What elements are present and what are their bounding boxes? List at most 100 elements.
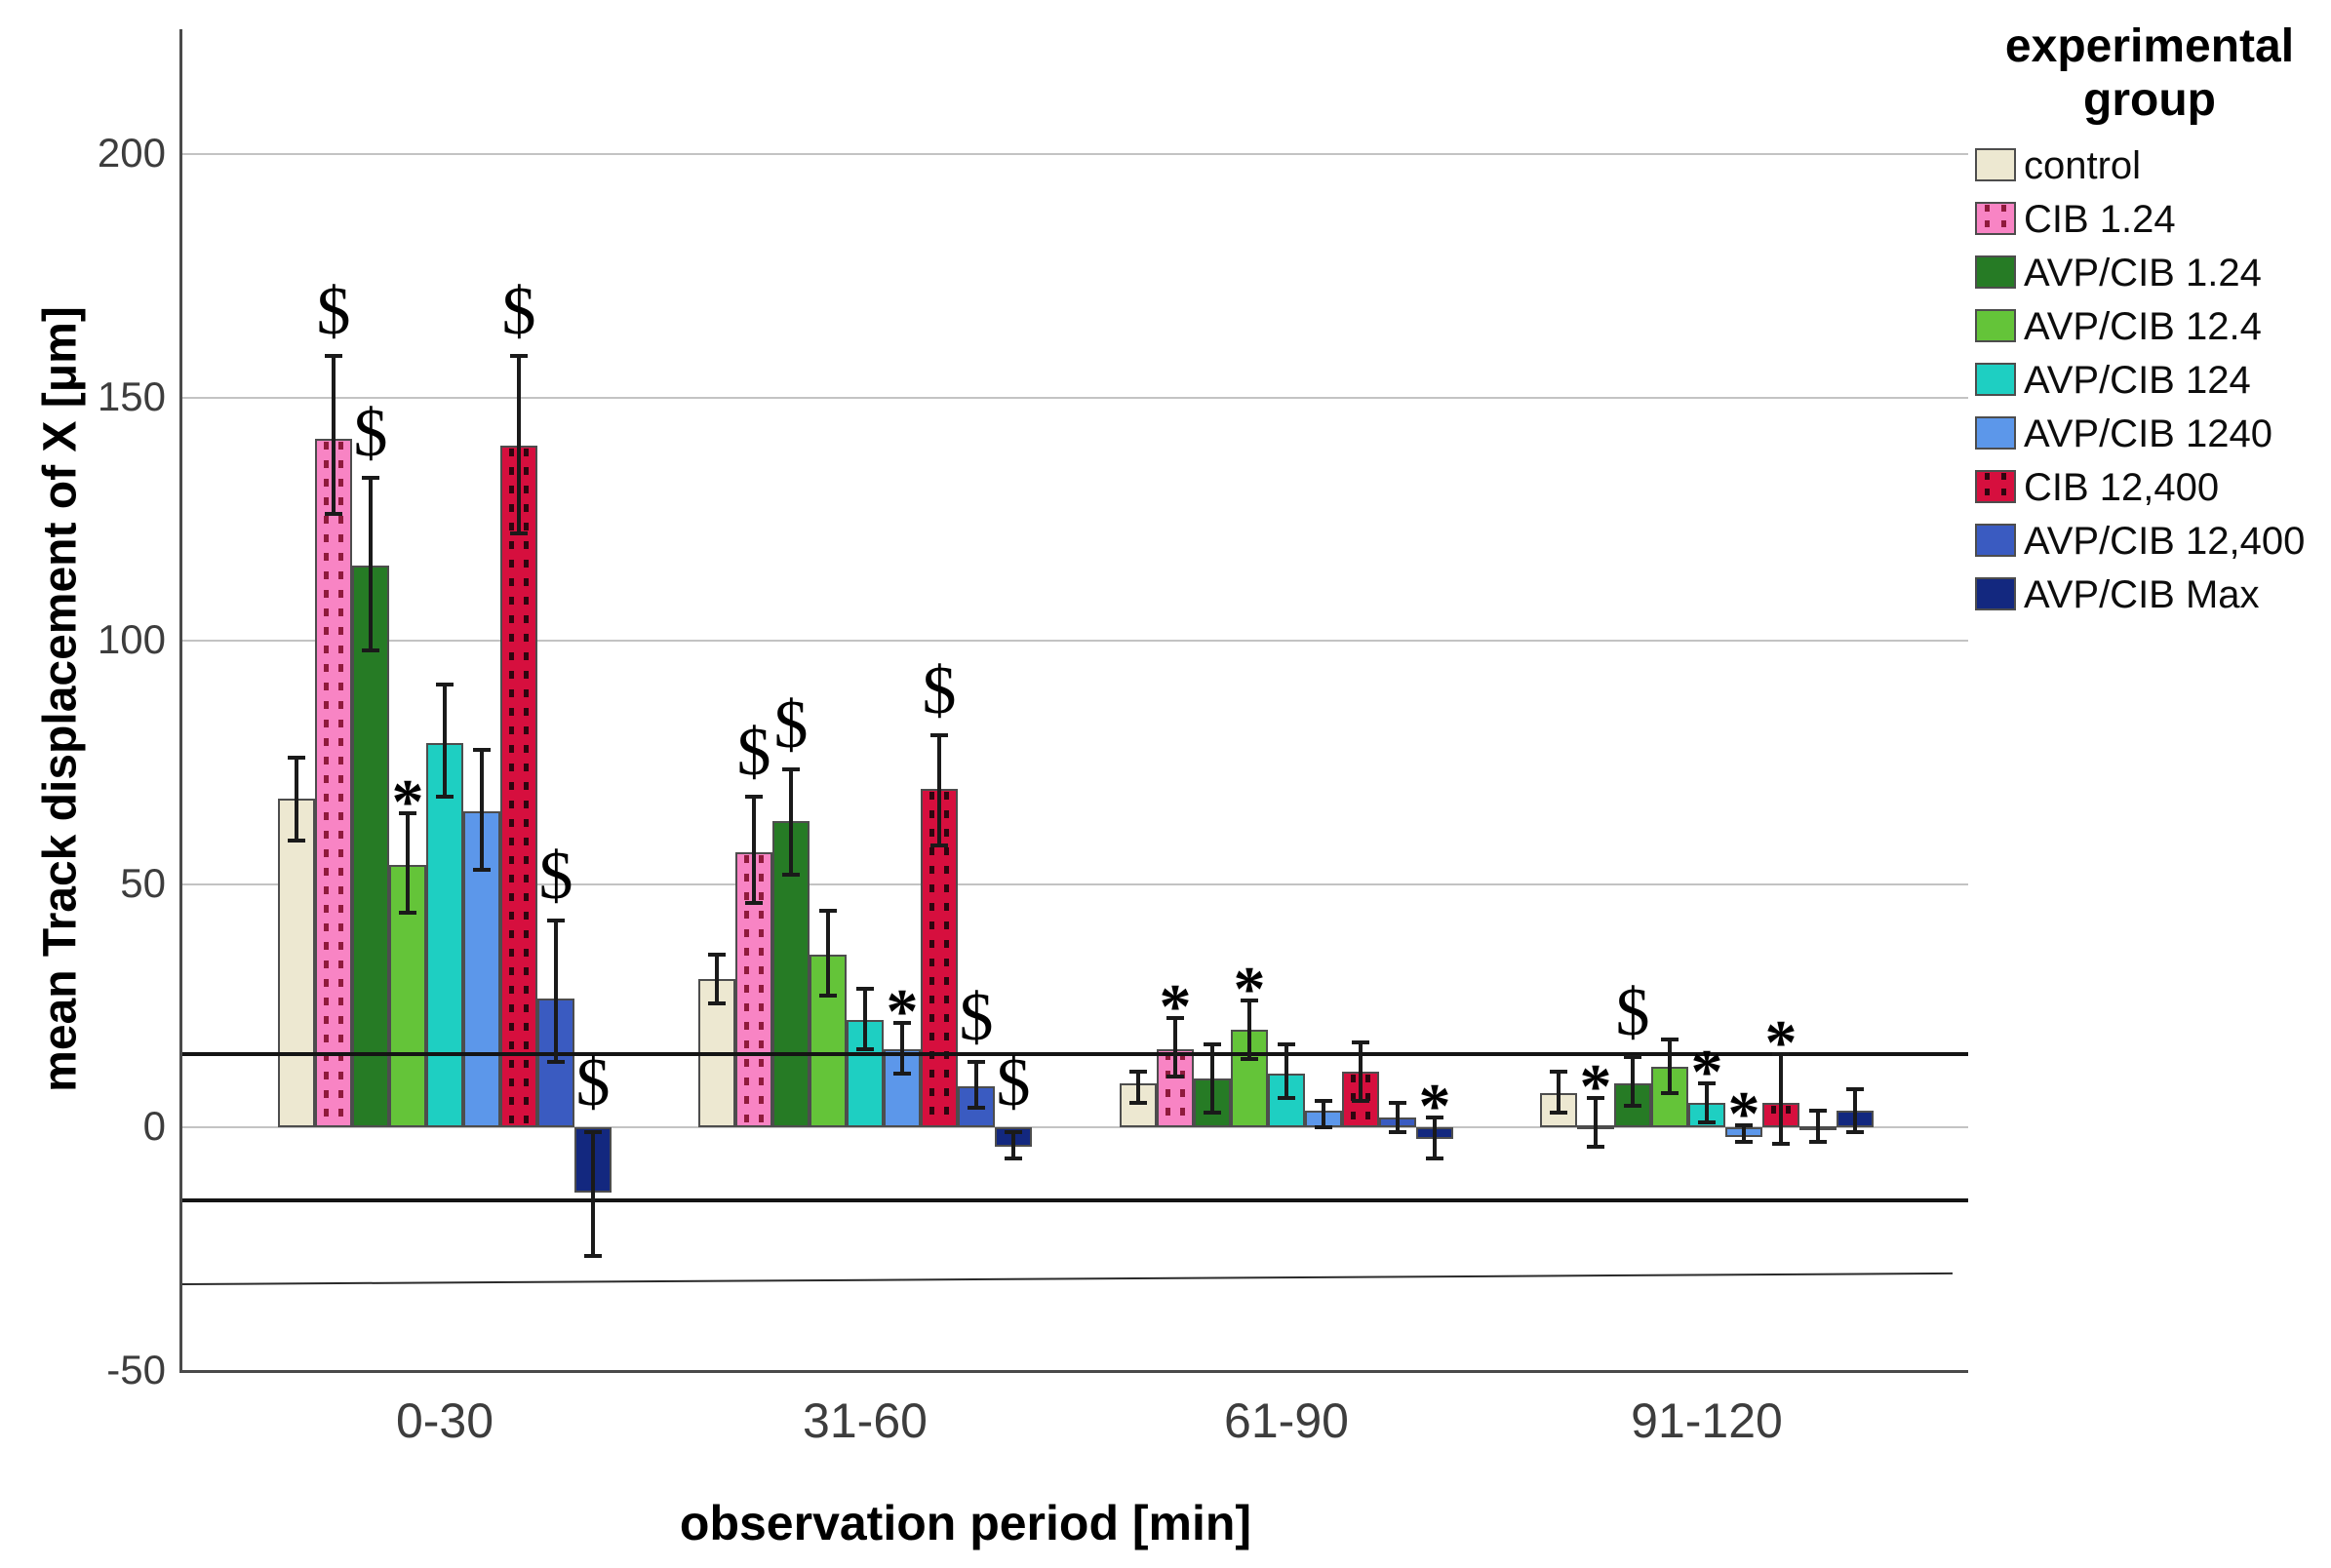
error-bar-cap-bottom — [1809, 1139, 1827, 1144]
legend-item-label: AVP/CIB 12,400 — [2024, 520, 2306, 564]
error-bar-cap-bottom — [819, 994, 837, 999]
significance-dollar: $ — [316, 274, 351, 350]
x-tick-label: 61-90 — [1224, 1393, 1349, 1448]
error-bar-cap-top — [968, 1059, 985, 1064]
error-bar — [1210, 1044, 1214, 1114]
error-bar-cap-top — [473, 748, 491, 753]
error-bar-cap-bottom — [1278, 1096, 1295, 1101]
legend-item: AVP/CIB Max — [1968, 573, 2331, 616]
error-bar-cap-bottom — [708, 1000, 726, 1005]
error-bar-cap-top — [436, 682, 454, 686]
significance-dollar: $ — [959, 979, 994, 1055]
error-bar — [715, 954, 719, 1003]
legend-swatch-icon — [1975, 309, 2016, 343]
error-bar-cap-top — [708, 952, 726, 957]
error-bar-cap-top — [782, 767, 800, 772]
error-bar — [1594, 1098, 1598, 1147]
error-bar-cap-bottom — [1204, 1111, 1221, 1116]
legend-title: experimental group — [1968, 20, 2331, 127]
y-tick-label: 200 — [97, 130, 166, 176]
legend-swatch-icon — [1975, 416, 2016, 451]
x-tick-label: 91-120 — [1631, 1393, 1783, 1448]
error-bar-cap-top — [1005, 1129, 1022, 1134]
error-bar-cap-bottom — [1624, 1103, 1641, 1108]
significance-star: * — [1764, 1007, 1798, 1079]
x-axis-line — [179, 1370, 1968, 1373]
error-bar — [1396, 1103, 1400, 1132]
y-tick-label: 150 — [97, 372, 166, 419]
significance-dollar: $ — [575, 1045, 611, 1120]
x-tick-label: 31-60 — [803, 1393, 928, 1448]
error-bar-cap-top — [893, 1020, 911, 1025]
error-bar-cap-bottom — [1241, 1057, 1258, 1062]
legend-item-label: control — [2024, 144, 2142, 188]
significance-dollar: $ — [773, 687, 809, 764]
error-bar — [1322, 1100, 1325, 1127]
error-bar-cap-bottom — [1129, 1101, 1147, 1106]
legend-swatch-icon — [1975, 524, 2016, 558]
legend-swatch-icon — [1975, 255, 2016, 290]
bar — [426, 742, 463, 1127]
error-bar-cap-bottom — [436, 794, 454, 799]
error-bar — [591, 1131, 595, 1257]
error-bar-cap-bottom — [1166, 1074, 1184, 1078]
significance-dollar: $ — [922, 653, 957, 729]
reference-line — [180, 1052, 1968, 1057]
legend-item: AVP/CIB 1.24 — [1968, 252, 2331, 294]
error-bar-cap-bottom — [1846, 1129, 1864, 1134]
y-tick-label: 100 — [97, 616, 166, 662]
legend-item: control — [1968, 144, 2331, 187]
error-bar-cap-top — [1166, 1015, 1184, 1020]
legend-item: AVP/CIB 124 — [1968, 359, 2331, 402]
error-bar — [1557, 1071, 1561, 1114]
error-bar-cap-top — [399, 811, 416, 816]
error-bar-cap-bottom — [1352, 1098, 1369, 1103]
error-bar-cap-top — [745, 794, 763, 799]
error-bar-cap-bottom — [362, 647, 379, 652]
gridline-y150 — [182, 396, 1968, 399]
error-bar — [937, 735, 941, 845]
legend-item-label: AVP/CIB 1240 — [2024, 412, 2272, 456]
gridline-y50 — [182, 882, 1968, 885]
bar — [315, 438, 352, 1127]
gridline-y100 — [182, 640, 1968, 642]
error-bar-cap-top — [1624, 1054, 1641, 1059]
error-bar-cap-bottom — [1426, 1156, 1443, 1161]
error-bar-cap-bottom — [1315, 1125, 1332, 1129]
error-bar-cap-bottom — [1550, 1111, 1567, 1116]
error-bar-cap-bottom — [893, 1072, 911, 1077]
error-bar-cap-top — [584, 1129, 602, 1134]
error-bar — [1742, 1124, 1746, 1142]
error-bar-cap-top — [1426, 1116, 1443, 1120]
error-bar — [406, 813, 410, 914]
y-tick-label: 0 — [142, 1103, 166, 1149]
error-bar-cap-bottom — [510, 531, 528, 536]
error-bar-cap-bottom — [968, 1106, 985, 1111]
bar — [278, 799, 315, 1127]
error-bar-cap-bottom — [930, 843, 948, 847]
error-bar-cap-bottom — [547, 1059, 565, 1064]
error-bar-cap-bottom — [745, 901, 763, 906]
error-bar — [554, 920, 558, 1062]
error-bar-cap-bottom — [288, 838, 305, 843]
error-bar — [863, 988, 867, 1050]
legend-item-label: AVP/CIB 12.4 — [2024, 305, 2262, 349]
error-bar — [974, 1061, 978, 1109]
error-bar — [295, 757, 298, 841]
legend-item: CIB 12,400 — [1968, 466, 2331, 509]
error-bar-cap-bottom — [1698, 1120, 1716, 1124]
error-bar-cap-bottom — [1772, 1142, 1790, 1147]
error-bar-cap-bottom — [473, 867, 491, 872]
significance-star: * — [1233, 954, 1266, 1026]
error-bar — [1173, 1017, 1177, 1077]
significance-dollar: $ — [353, 395, 388, 471]
error-bar — [1853, 1089, 1857, 1132]
error-bar — [1816, 1110, 1820, 1142]
legend-item-label: AVP/CIB 124 — [2024, 359, 2251, 403]
error-bar-cap-bottom — [1735, 1139, 1753, 1144]
error-bar-cap-top — [1278, 1042, 1295, 1047]
significance-star: * — [1727, 1078, 1760, 1150]
error-bar-cap-bottom — [1389, 1129, 1406, 1134]
significance-star: * — [1159, 970, 1192, 1042]
